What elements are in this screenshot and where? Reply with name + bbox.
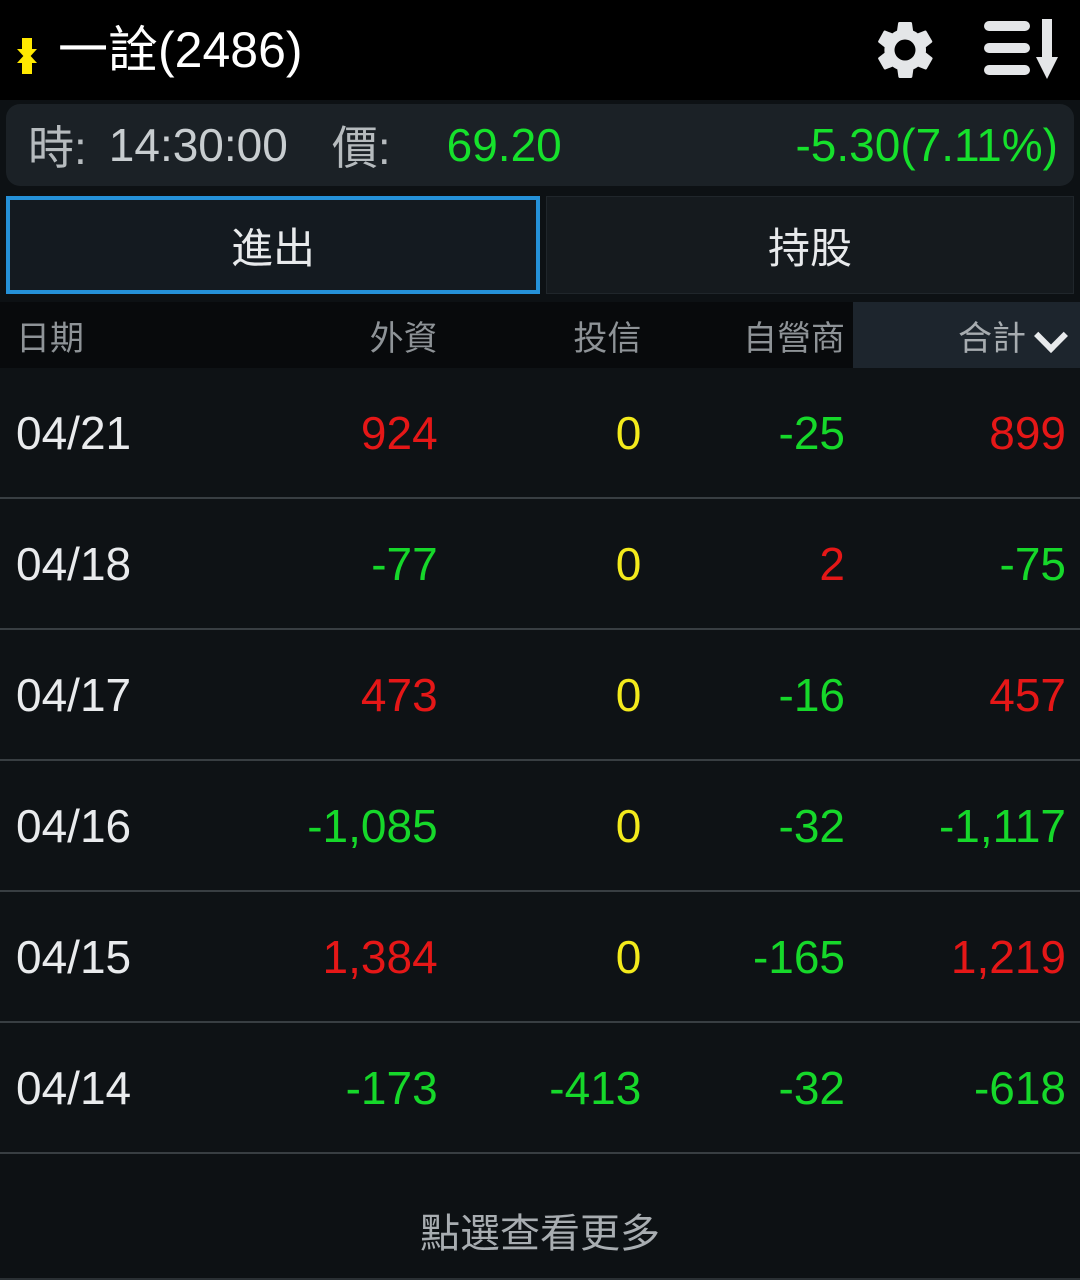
cell-dealer: -32 <box>778 799 846 852</box>
table-row[interactable]: 04/14 -173 -413 -32 -618 <box>0 1023 1080 1154</box>
cell-date: 04/18 <box>16 537 132 590</box>
cell-trust: -413 <box>549 1061 642 1114</box>
cell-date: 04/15 <box>16 930 132 983</box>
cell-total: -1,117 <box>938 799 1067 852</box>
cell-dealer: 2 <box>819 537 846 590</box>
column-header-total-label: 合計 <box>958 319 1027 358</box>
cell-date: 04/17 <box>16 668 132 721</box>
price-summary-bar: 時: 14:30:00 價: 69.20 -5.30(7.11%) <box>6 104 1074 186</box>
cell-date: 04/21 <box>16 406 132 459</box>
sort-button[interactable] <box>984 13 1058 87</box>
column-header-foreign[interactable]: 外資 <box>369 319 438 358</box>
cell-trust: 0 <box>615 799 642 852</box>
page-title: 一詮(2486) <box>58 22 303 78</box>
column-header-total[interactable]: 合計 <box>853 302 1080 368</box>
table-body: 04/21 924 0 -25 899 04/18 -77 0 2 -75 04… <box>0 368 1080 1182</box>
cell-foreign: -173 <box>345 1061 438 1114</box>
cell-date: 04/14 <box>16 1061 132 1114</box>
table-row[interactable]: 04/15 1,384 0 -165 1,219 <box>0 892 1080 1023</box>
cell-foreign: -77 <box>371 537 438 590</box>
column-header-dealer[interactable]: 自營商 <box>743 319 846 358</box>
cell-trust: 0 <box>615 537 642 590</box>
price-value: 69.20 <box>446 119 562 171</box>
gear-icon <box>878 22 933 78</box>
show-more-label: 點選查看更多 <box>420 1212 660 1256</box>
chevron-down-icon <box>1036 320 1066 350</box>
cell-date: 04/16 <box>16 799 132 852</box>
time-value: 14:30:00 <box>108 119 288 171</box>
cell-total: -618 <box>973 1061 1067 1114</box>
sort-descending-icon <box>984 19 1058 79</box>
tab-holdings[interactable]: 持股 <box>546 196 1074 294</box>
institutional-trades-table: 日期 外資 投信 自營商 合計 04/21 924 0 -25 899 04/1… <box>0 302 1080 1182</box>
tab-holdings-label: 持股 <box>767 224 852 272</box>
table-row[interactable]: 04/21 924 0 -25 899 <box>0 368 1080 499</box>
cell-total: -75 <box>999 537 1067 590</box>
table-row[interactable]: 04/16 -1,085 0 -32 -1,117 <box>0 761 1080 892</box>
swap-arrows-icon <box>14 23 40 77</box>
cell-foreign: 924 <box>360 406 438 459</box>
table-row[interactable]: 04/18 -77 0 2 -75 <box>0 499 1080 630</box>
column-header-date[interactable]: 日期 <box>16 319 84 358</box>
cell-trust: 0 <box>615 930 642 983</box>
tab-trading[interactable]: 進出 <box>6 196 540 294</box>
price-change-value: -5.30(7.11%) <box>795 119 1058 171</box>
cell-trust: 0 <box>615 406 642 459</box>
cell-foreign: 1,384 <box>322 930 438 983</box>
cell-dealer: -25 <box>778 406 846 459</box>
price-label: 價: <box>331 122 391 174</box>
settings-button[interactable] <box>868 13 942 87</box>
title-bar: 一詮(2486) <box>0 0 1080 100</box>
cell-total: 1,219 <box>950 930 1067 983</box>
show-more-button[interactable]: 點選查看更多 <box>0 1182 1080 1280</box>
column-header-trust[interactable]: 投信 <box>573 319 642 358</box>
cell-dealer: -165 <box>752 930 846 983</box>
cell-total: 899 <box>989 406 1067 459</box>
table-row[interactable]: 04/17 473 0 -16 457 <box>0 630 1080 761</box>
table-header-row: 日期 外資 投信 自營商 合計 <box>0 302 1080 368</box>
cell-total: 457 <box>989 668 1067 721</box>
tab-bar: 進出 持股 <box>6 196 1074 294</box>
tab-trading-label: 進出 <box>230 224 315 272</box>
cell-foreign: -1,085 <box>307 799 438 852</box>
time-label: 時: <box>28 122 87 174</box>
cell-trust: 0 <box>615 668 642 721</box>
cell-foreign: 473 <box>360 668 438 721</box>
cell-dealer: -16 <box>778 668 846 721</box>
cell-dealer: -32 <box>778 1061 846 1114</box>
